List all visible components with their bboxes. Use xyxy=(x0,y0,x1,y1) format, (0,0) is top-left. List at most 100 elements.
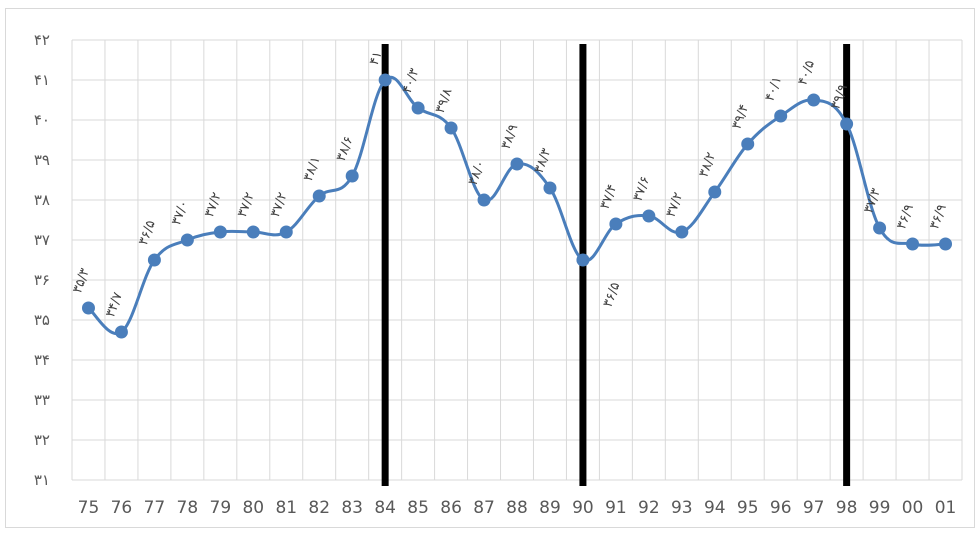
data-label-77: ۳۶/۵ xyxy=(136,218,159,247)
y-tick-label: ۳۱ xyxy=(34,471,50,489)
data-label-87: ۳۸/۰ xyxy=(466,158,489,187)
x-tick-label: 93 xyxy=(671,498,693,518)
data-point-95 xyxy=(741,137,755,151)
data-label-99: ۳۷/۳ xyxy=(861,186,884,215)
x-tick-label: 85 xyxy=(407,498,429,518)
x-tick-label: 95 xyxy=(737,498,759,518)
data-label-80: ۳۷/۲ xyxy=(235,190,258,219)
data-label-90: ۳۶/۵ xyxy=(601,280,624,309)
x-tick-label: 78 xyxy=(177,498,199,518)
x-tick-label: 90 xyxy=(572,498,594,518)
x-tick-label: 88 xyxy=(506,498,528,518)
x-tick-label: 83 xyxy=(341,498,363,518)
data-point-91 xyxy=(609,217,623,231)
x-tick-label: 98 xyxy=(836,498,858,518)
data-label-96: ۴۰/۱ xyxy=(762,74,785,103)
data-label-layer: ۳۵/۳ ۳۴/۷ ۳۶/۵ ۳۷/۰ ۳۷/۲ ۳۷/۲ ۳۷/۲ ۳۸/۱ ۳۸/۶ ۴۱ ۴۰… xyxy=(70,49,950,319)
y-tick-label: ۳۵ xyxy=(34,311,50,329)
x-axis: 75 76 77 78 79 80 81 82 83 84 85 86 87 88 89 90 91 92 93 94… xyxy=(78,498,957,518)
data-point-78 xyxy=(180,233,194,247)
x-tick-label: 86 xyxy=(440,498,462,518)
y-tick-label: ۳۲ xyxy=(34,431,50,449)
x-tick-label: 82 xyxy=(308,498,330,518)
data-label-95: ۳۹/۴ xyxy=(729,102,752,131)
data-point-01 xyxy=(939,237,953,251)
x-tick-label: 87 xyxy=(473,498,495,518)
x-tick-label: 91 xyxy=(605,498,627,518)
x-tick-label: 92 xyxy=(638,498,660,518)
x-tick-label: 99 xyxy=(869,498,891,518)
x-tick-label: 75 xyxy=(78,498,100,518)
data-label-00: ۳۶/۹ xyxy=(894,202,917,231)
grid-layer xyxy=(71,39,963,481)
period-marker-layer xyxy=(381,44,851,486)
x-tick-label: 89 xyxy=(539,498,561,518)
data-point-82 xyxy=(312,189,326,203)
x-tick-label: 96 xyxy=(770,498,792,518)
data-point-84 xyxy=(378,73,392,87)
data-label-94: ۳۸/۲ xyxy=(696,150,719,179)
data-point-97 xyxy=(807,93,821,107)
x-tick-label: 94 xyxy=(704,498,726,518)
data-point-90 xyxy=(576,253,590,267)
data-label-75: ۳۵/۳ xyxy=(70,266,93,295)
data-point-76 xyxy=(114,325,128,339)
data-label-83: ۳۸/۶ xyxy=(334,134,357,163)
data-point-83 xyxy=(345,169,359,183)
data-point-96 xyxy=(774,109,788,123)
data-label-82: ۳۸/۱ xyxy=(301,154,324,183)
y-tick-label: ۳۶ xyxy=(34,271,50,289)
y-tick-label: ۴۲ xyxy=(34,31,50,49)
x-tick-label: 80 xyxy=(242,498,264,518)
x-tick-label: 81 xyxy=(275,498,297,518)
data-point-75 xyxy=(81,301,95,315)
data-label-84: ۴۱ xyxy=(367,49,386,67)
x-tick-label: 76 xyxy=(111,498,133,518)
data-point-85 xyxy=(411,101,425,115)
data-label-01: ۳۶/۹ xyxy=(927,202,950,231)
data-point-98 xyxy=(840,117,854,131)
x-tick-label: 01 xyxy=(935,498,957,518)
data-point-81 xyxy=(279,225,293,239)
data-point-87 xyxy=(477,193,491,207)
data-point-94 xyxy=(708,185,722,199)
data-point-99 xyxy=(873,221,887,235)
y-axis: ۳۱ ۳۲ ۳۳ ۳۴ ۳۵ ۳۶ ۳۷ ۳۸ ۳۹ ۴۰ ۴۱ ۴۲ xyxy=(34,31,50,489)
y-tick-label: ۴۰ xyxy=(34,111,50,129)
data-point-92 xyxy=(642,209,656,223)
data-point-93 xyxy=(675,225,689,239)
y-tick-label: ۳۳ xyxy=(34,391,50,409)
data-point-77 xyxy=(147,253,161,267)
x-tick-label: 77 xyxy=(144,498,166,518)
x-tick-label: 84 xyxy=(374,498,396,518)
y-tick-label: ۴۱ xyxy=(34,71,50,89)
data-label-86: ۳۹/۸ xyxy=(433,86,456,115)
data-label-93: ۳۷/۲ xyxy=(663,190,686,219)
y-tick-label: ۳۴ xyxy=(34,351,50,369)
data-label-85: ۴۰/۳ xyxy=(400,66,423,95)
x-tick-label: 00 xyxy=(902,498,924,518)
y-tick-label: ۳۹ xyxy=(34,151,50,169)
y-tick-label: ۳۷ xyxy=(34,231,50,249)
x-tick-label: 97 xyxy=(803,498,825,518)
data-label-89: ۳۸/۳ xyxy=(532,146,555,175)
data-label-78: ۳۷/۰ xyxy=(169,198,192,227)
chart-frame xyxy=(5,8,975,528)
data-point-00 xyxy=(906,237,920,251)
data-point-89 xyxy=(543,181,557,195)
y-tick-label: ۳۸ xyxy=(34,191,50,209)
data-point-86 xyxy=(444,121,458,135)
data-label-92: ۳۷/۶ xyxy=(631,174,654,203)
data-label-91: ۳۷/۴ xyxy=(598,182,621,211)
data-label-79: ۳۷/۲ xyxy=(202,190,225,219)
data-point-layer xyxy=(81,73,953,339)
data-point-88 xyxy=(510,157,524,171)
data-label-76: ۳۴/۷ xyxy=(103,290,126,319)
data-point-79 xyxy=(213,225,227,239)
data-label-88: ۳۸/۹ xyxy=(499,122,522,151)
data-label-81: ۳۷/۲ xyxy=(268,190,291,219)
data-point-80 xyxy=(246,225,260,239)
data-label-97: ۴۰/۵ xyxy=(795,58,818,87)
x-tick-label: 79 xyxy=(210,498,232,518)
